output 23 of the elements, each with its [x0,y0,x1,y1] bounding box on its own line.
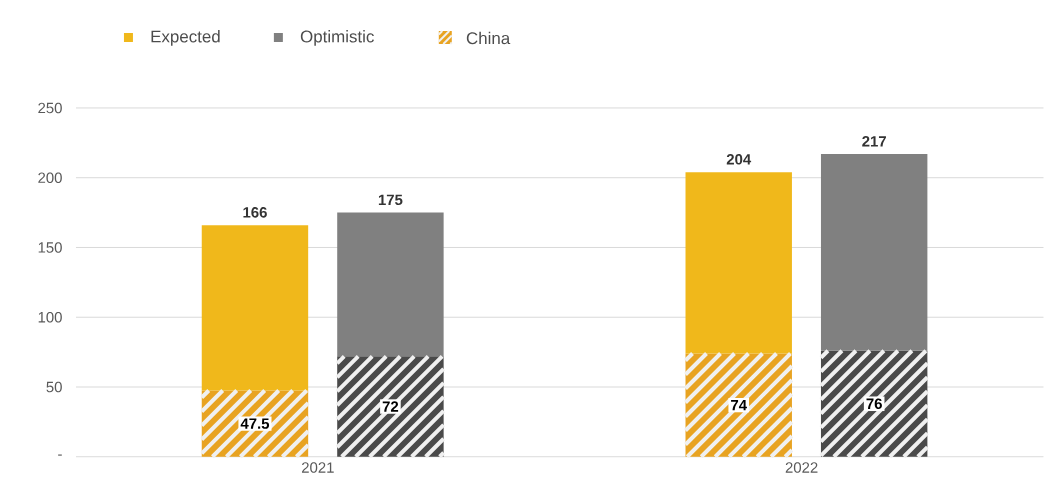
total-label: 217 [862,136,886,147]
total-label: 204 [726,154,752,165]
y-tick-label: 150 [38,242,62,253]
bar [337,212,444,357]
data-label: 47.5 [240,418,270,429]
legend-label: Expected [151,30,220,46]
bar [201,225,309,391]
y-tick-label: 50 [46,381,62,393]
y-tick-label: 250 [38,102,62,114]
y-tick-label: 200 [38,172,62,184]
total-label: 166 [243,207,267,218]
x-tick-label: 2022 [785,462,818,473]
y-tick-label: 100 [38,312,62,323]
total-label: 175 [378,194,403,206]
data-label: 74 [731,400,747,411]
x-tick-label: 2021 [301,462,334,473]
data-label: 72 [382,401,399,412]
legend-label: Optimistic [300,30,374,46]
y-tick-label: - [58,454,62,456]
bar [685,172,792,354]
data-label: 76 [866,398,882,410]
bar [820,154,928,351]
legend-label: China [466,31,511,45]
